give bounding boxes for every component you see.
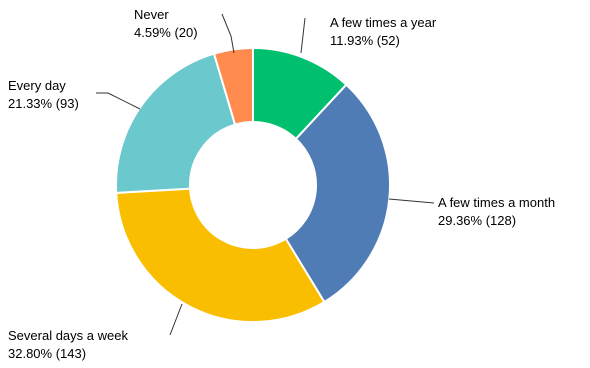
- chart-slices: [115, 46, 391, 323]
- slice-label-group-3: Every day 21.33% (93): [8, 78, 141, 111]
- donut-slice-3: [115, 52, 237, 194]
- donut-slice-1: [284, 83, 391, 304]
- leader-line: [300, 17, 306, 54]
- slice-value: 29.36% (128): [438, 213, 516, 228]
- slice-value: 4.59% (20): [134, 25, 198, 40]
- slice-label-group-4: Never 4.59% (20): [134, 7, 235, 54]
- slice-label-group-0: A few times a year 11.93% (52): [300, 15, 437, 54]
- slice-value: 32.80% (143): [8, 346, 86, 361]
- slice-label-group-1: A few times a month 29.36% (128): [388, 195, 555, 228]
- donut-slice-4: [212, 46, 254, 126]
- slice-value: 21.33% (93): [8, 96, 79, 111]
- slice-label: Several days a week: [8, 328, 128, 343]
- leader-line: [221, 13, 235, 54]
- leader-line: [169, 303, 183, 336]
- slice-label: A few times a month: [438, 195, 555, 210]
- slice-value: 11.93% (52): [330, 33, 400, 48]
- slice-label-group-2: Several days a week 32.80% (143): [8, 303, 183, 361]
- donut-slice-2: [115, 187, 326, 323]
- slice-label: Never: [134, 7, 169, 22]
- leader-line: [96, 92, 141, 110]
- slice-label: A few times a year: [330, 15, 437, 30]
- slice-label: Every day: [8, 78, 66, 93]
- leader-line: [388, 198, 435, 204]
